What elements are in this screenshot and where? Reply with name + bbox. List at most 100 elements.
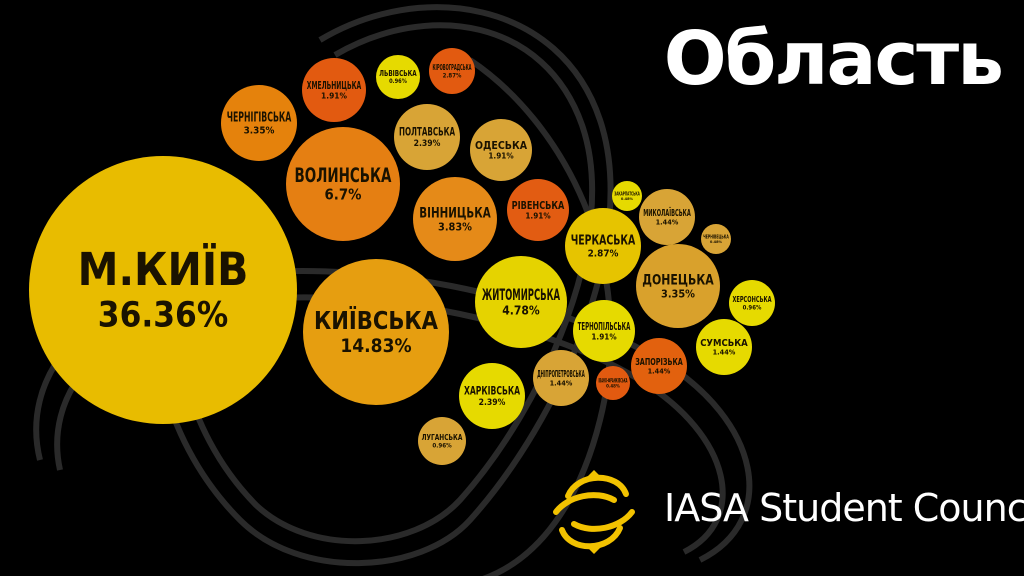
bubble-circle [533,350,589,406]
bubble-value: 14.83% [340,335,411,357]
bubble-label: ІВАНО-ФРАНКІВСЬКА [599,378,628,384]
bubble-circle [565,208,641,284]
bubble-circle [394,104,460,170]
bubble-circle [475,256,567,348]
bubble-label: ДНІПРОПЕТРОВСЬКА [537,369,585,380]
bubble-value: 36.36% [98,296,228,336]
bubble-value: 3.35% [661,287,695,300]
bubble-circle [221,85,297,161]
bubble-value: 2.87% [588,248,619,259]
bubble-circle [418,417,466,465]
bubble-value: 0.96% [389,79,407,85]
bubble-value: 1.44% [656,218,679,227]
bubble-value: 0.96% [432,443,452,450]
bubble-circle [470,119,532,181]
bubble-circle [413,177,497,261]
bubble-value: 1.91% [321,91,347,101]
bubble-label: ДОНЕЦЬКА [642,272,713,288]
bubble-label: ЧЕРНІГІВСЬКА [227,111,292,126]
bubble-circle [376,55,420,99]
bubble-label: ЛУГАНСЬКА [422,432,463,442]
bubble-value: 1.91% [591,331,617,341]
bubble-label: ЗАКАРПАТСЬКА [614,191,640,197]
bubble-value: 0.96% [743,304,762,311]
bubble-value: 3.83% [438,220,472,233]
bubble-circle [286,127,400,241]
bubble-label: ПОЛТАВСЬКА [399,126,455,139]
bubble-label: СУМСЬКА [700,338,748,349]
bubble-circle [459,363,525,429]
bubble-label: ХМЕЛЬНИЦЬКА [307,79,362,92]
bubble-circle [631,338,687,394]
bubble-value: 2.87% [443,72,462,79]
bubble-value: 1.91% [488,150,514,160]
bubble-circle [507,179,569,241]
bubble-label: ОДЕСЬКА [475,140,528,152]
bubble-label: ХАРКІВСЬКА [464,385,520,398]
page-title: Область [663,16,1004,102]
bubble-label: ЛЬВІВСЬКА [379,69,417,78]
bubble-label: ВОЛИНСЬКА [295,164,392,187]
bubble-circle [636,244,720,328]
bubble-value: 1.44% [713,348,736,357]
bubble-circle [573,300,635,362]
bubble-value: 3.35% [244,125,275,136]
bubble-circle [429,48,475,94]
bubble-circle [302,58,366,122]
bubble-value: 0.48% [606,384,620,390]
bubble-circle [303,259,449,405]
iasa-logo-icon [553,470,635,554]
bubble-circle [696,319,752,375]
bubble-value: 2.39% [414,139,441,149]
bubble-circle [29,156,297,424]
bubble-label: ТЕРНОПІЛЬСЬКА [578,321,631,333]
bubble-label: КИЇВСЬКА [314,306,439,335]
bubble-value: 4.78% [502,304,540,318]
brand-block: IASA Student Council [548,466,1024,556]
bubble-value: 6.7% [325,187,362,204]
bubble-label: МИКОЛАЇВСЬКА [643,208,691,219]
bubble-value: 1.44% [550,379,573,388]
bubble-value: 0.48% [710,239,723,244]
bubble-value: 2.39% [479,398,506,408]
bubble-value: 0.48% [621,196,634,201]
bubble-label: М.КИЇВ [78,242,249,296]
bubble-circle [639,189,695,245]
bubble-label: ЧЕРНІВЕЦЬКА [703,234,729,240]
bubble-label: РІВЕНСЬКА [512,200,565,212]
bubble-value: 1.91% [525,210,551,220]
bubble-label: ЖИТОМИРСЬКА [482,286,560,304]
bubble-label: ХЕРСОНСЬКА [732,295,772,304]
bubble-circle [596,366,630,400]
bubble-circle [729,280,775,326]
brand-name: IASA Student Council [664,486,1024,530]
bubble-circle [612,181,642,211]
bubble-label: ЧЕРКАСЬКА [571,234,636,249]
bubble-label: КІРОВОГРАДСЬКА [432,63,471,72]
